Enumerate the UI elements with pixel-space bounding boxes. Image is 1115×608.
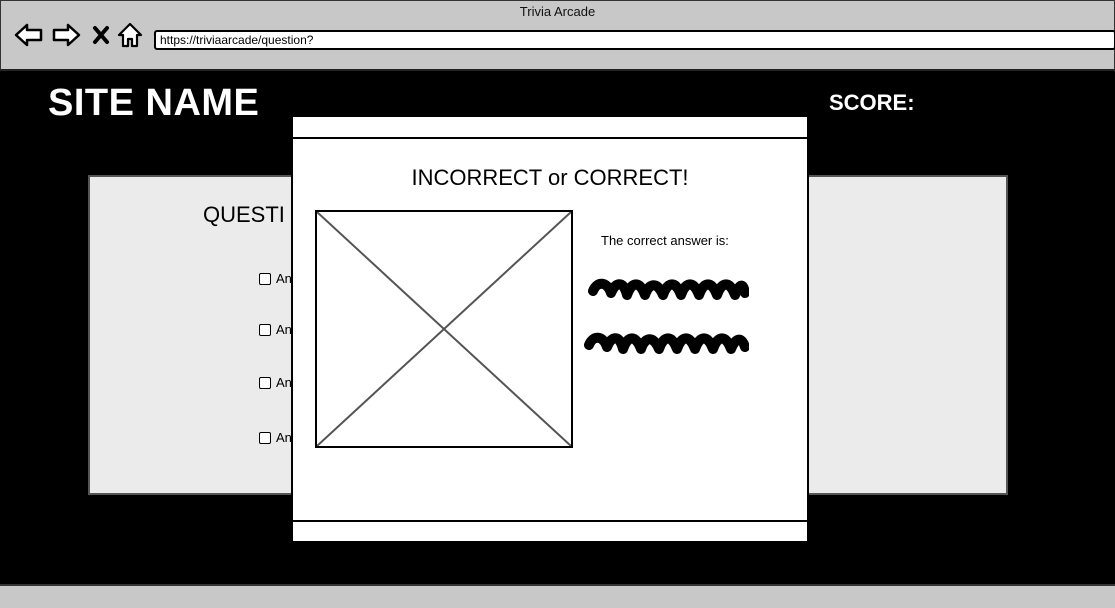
redacted-answer-scribble [588, 278, 749, 300]
answer-option-1[interactable]: An [259, 271, 292, 286]
answer-option-4[interactable]: An [259, 430, 292, 445]
answer-label: An [276, 375, 292, 390]
close-icon [93, 26, 109, 44]
answer-checkbox[interactable] [259, 272, 271, 285]
answer-label: An [276, 271, 292, 286]
answer-checkbox[interactable] [259, 431, 271, 444]
back-arrow-icon [14, 23, 43, 47]
forward-button[interactable] [51, 21, 81, 49]
score-label: SCORE: [829, 90, 915, 115]
window-title: Trivia Arcade [519, 4, 596, 19]
site-name[interactable]: SITE NAME [48, 82, 260, 124]
answer-option-2[interactable]: An [259, 322, 292, 337]
correct-answer-caption: The correct answer is: [601, 233, 729, 248]
image-placeholder [315, 210, 573, 448]
stop-button[interactable] [86, 21, 116, 49]
answer-label: An [276, 430, 292, 445]
browser-chrome: Trivia Arcade https://triviaarcade/quest… [0, 0, 1115, 71]
redacted-answer-scribble [584, 332, 749, 354]
home-icon [117, 22, 143, 48]
address-bar[interactable]: https://triviaarcade/question? [154, 30, 1115, 50]
forward-arrow-icon [52, 23, 81, 47]
status-bar [0, 584, 1115, 608]
result-title: INCORRECT or CORRECT! [411, 165, 689, 190]
answer-label: An [276, 322, 292, 337]
back-button[interactable] [14, 21, 44, 49]
image-placeholder-icon [317, 212, 571, 446]
modal-header-divider [293, 137, 807, 139]
modal-footer-divider [293, 520, 807, 522]
answer-checkbox[interactable] [259, 323, 271, 336]
answer-option-3[interactable]: An [259, 375, 292, 390]
question-heading: QUESTI [203, 202, 285, 227]
result-modal: INCORRECT or CORRECT! The correct answer… [291, 115, 809, 543]
home-button[interactable] [115, 21, 145, 49]
answer-checkbox[interactable] [259, 376, 271, 389]
